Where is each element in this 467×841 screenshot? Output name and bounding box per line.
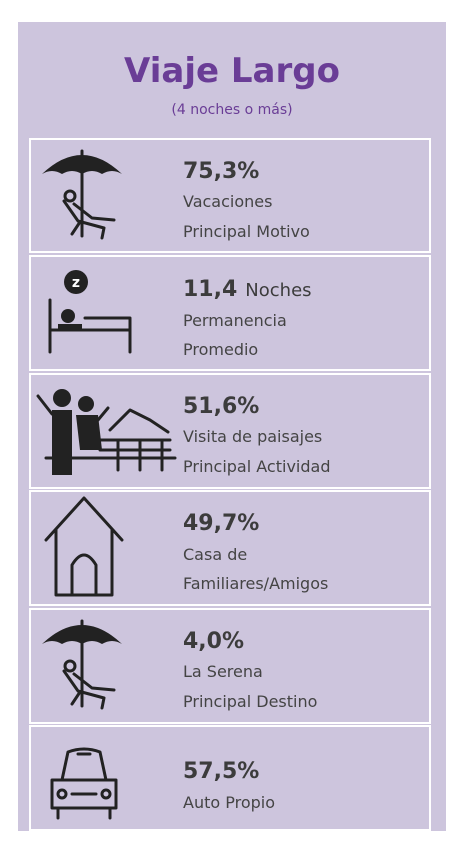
item-line: Principal Destino (183, 692, 317, 711)
card (29, 138, 431, 253)
svg-text:z: z (72, 275, 80, 291)
card (29, 725, 431, 831)
item-line: Visita de paisajes (183, 427, 322, 446)
item-value: 11,4 Noches (183, 277, 312, 302)
item-line: Casa de (183, 545, 247, 564)
item-line: Promedio (183, 340, 258, 359)
item-line: Auto Propio (183, 793, 275, 812)
item-value: 75,3% (183, 159, 259, 184)
bed-icon: z (48, 270, 132, 354)
item-line: Familiares/Amigos (183, 574, 328, 593)
item-unit: Noches (245, 280, 311, 301)
item-line: Vacaciones (183, 192, 272, 211)
item-value: 11,4 (183, 277, 237, 302)
item-line: Principal Actividad (183, 457, 330, 476)
card (29, 490, 431, 606)
item-value: 49,7% (183, 511, 259, 536)
house-icon (44, 496, 124, 597)
item-line: Principal Motivo (183, 222, 310, 241)
item-value: 57,5% (183, 759, 259, 784)
landscape-icon (36, 389, 177, 475)
item-line: Permanencia (183, 311, 287, 330)
card (29, 255, 431, 371)
card (29, 608, 431, 724)
card (29, 373, 431, 489)
car-icon (50, 747, 118, 820)
item-line: La Serena (183, 662, 263, 681)
subtitle: (4 noches o más) (171, 102, 292, 118)
title: Viaje Largo (124, 51, 340, 91)
item-value: 4,0% (183, 629, 244, 654)
item-value: 51,6% (183, 394, 259, 419)
